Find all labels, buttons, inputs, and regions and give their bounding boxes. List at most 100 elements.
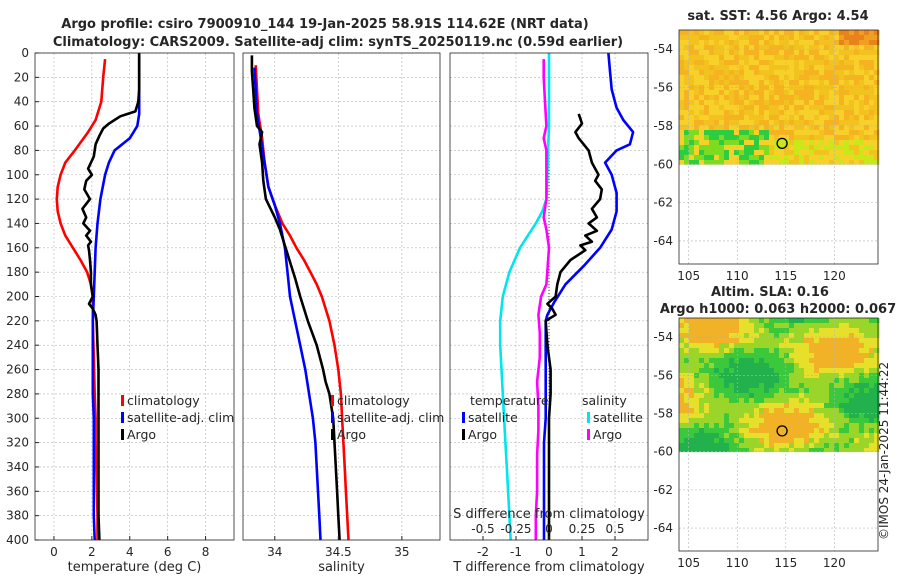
x-tick-label: -2 [477,545,489,559]
map-cell [819,433,825,439]
map-cell [744,378,750,384]
map-cell [764,90,770,96]
map-cell [699,105,705,111]
map-cell [754,398,760,404]
y-tick-label: 240 [6,338,29,352]
map-cell [859,125,865,131]
map-cell [799,363,805,369]
map-cell [824,443,830,449]
map-cell [839,388,845,394]
map-cell [839,373,845,379]
map-cell [809,318,815,324]
map-cell [829,378,835,384]
map-cell [869,338,875,344]
map-cell [829,353,835,359]
map-cell [689,353,695,359]
map-cell [709,443,715,449]
map-cell [704,60,710,66]
map-cell [739,145,745,151]
map-cell [729,368,735,374]
map-cell [759,55,765,61]
map-cell [729,115,735,121]
map-cell [689,323,695,329]
map-cell [759,383,765,389]
map-cell [719,333,725,339]
map-cell [819,318,825,324]
map-cell [839,338,845,344]
map-cell [729,150,735,156]
legend-sal-satellite-swatch [587,412,590,423]
map-cell [799,40,805,46]
map-cell [864,408,870,414]
map-cell [844,388,850,394]
map-cell [799,423,805,429]
map-cell [684,55,690,61]
map-cell [709,135,715,141]
map-cell [854,100,860,106]
map-cell [814,105,820,111]
map-cell [839,323,845,329]
map-cell [744,413,750,419]
map-cell [849,100,855,106]
map-cell [769,120,775,126]
map-cell [739,160,745,165]
map-cell [849,373,855,379]
map-cell [714,60,720,66]
map-cell [729,140,735,146]
map-cell [829,80,835,86]
map-cell [704,55,710,61]
map-cell [829,160,835,165]
map-cell [799,35,805,41]
map-cell [764,105,770,111]
map-cell [834,403,840,409]
map-cell [789,443,795,449]
map-cell [734,120,740,126]
map-cell [679,35,685,41]
map-cell [864,333,870,339]
map-cell [694,388,700,394]
map-cell [834,50,840,56]
map-cell [699,55,705,61]
map-cell [689,120,695,126]
map-cell [789,90,795,96]
map-cell [714,75,720,81]
map-cell [844,140,850,146]
map-cell [839,100,845,106]
map-cell [759,60,765,66]
map-cell [724,358,730,364]
s-diff-tick-label: 0.25 [569,522,596,536]
map-cell [779,343,785,349]
map-cell [684,100,690,106]
map-cell [684,30,690,36]
map-cell [739,50,745,56]
map-cell [779,393,785,399]
map-cell [869,343,875,349]
map-cell [719,135,725,141]
map-cell [834,318,840,324]
map-cell [714,358,720,364]
map-cell [749,45,755,51]
map-cell [779,373,785,379]
map-cell [859,40,865,46]
map-cell [819,125,825,131]
map-cell [789,358,795,364]
map-cell [829,40,835,46]
map-cell [804,90,810,96]
map-cell [744,393,750,399]
map-cell [754,428,760,434]
map-cell [854,323,860,329]
map-cell [719,433,725,439]
map-cell [704,40,710,46]
map-cell [859,90,865,96]
map-cell [719,35,725,41]
map-cell [859,115,865,121]
map-cell [689,418,695,424]
map-cell [679,368,685,374]
map-cell [854,105,860,111]
map-cell [734,115,740,121]
map-cell [699,100,705,106]
map-cell [799,105,805,111]
map-cell [789,338,795,344]
map-cell [679,448,685,453]
map-cell [809,115,815,121]
